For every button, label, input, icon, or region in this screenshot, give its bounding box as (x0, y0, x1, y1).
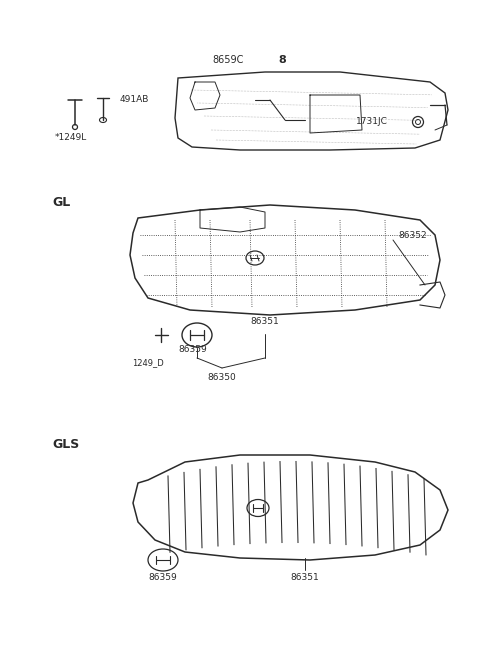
Text: *1249L: *1249L (55, 133, 87, 143)
Text: 8: 8 (278, 55, 286, 65)
Text: 86351: 86351 (251, 317, 279, 327)
Text: 86359: 86359 (149, 574, 178, 583)
Text: 1249_D: 1249_D (132, 359, 164, 367)
Text: 86350: 86350 (208, 373, 236, 382)
Ellipse shape (247, 499, 269, 516)
Text: 86352: 86352 (398, 231, 427, 240)
Ellipse shape (246, 251, 264, 265)
Text: 8659C: 8659C (212, 55, 244, 65)
Text: 86351: 86351 (290, 574, 319, 583)
Text: GLS: GLS (52, 438, 79, 451)
Text: 491AB: 491AB (120, 95, 149, 104)
Text: GL: GL (52, 196, 70, 208)
Text: 86359: 86359 (179, 346, 207, 355)
Text: 1731JC: 1731JC (356, 118, 388, 127)
